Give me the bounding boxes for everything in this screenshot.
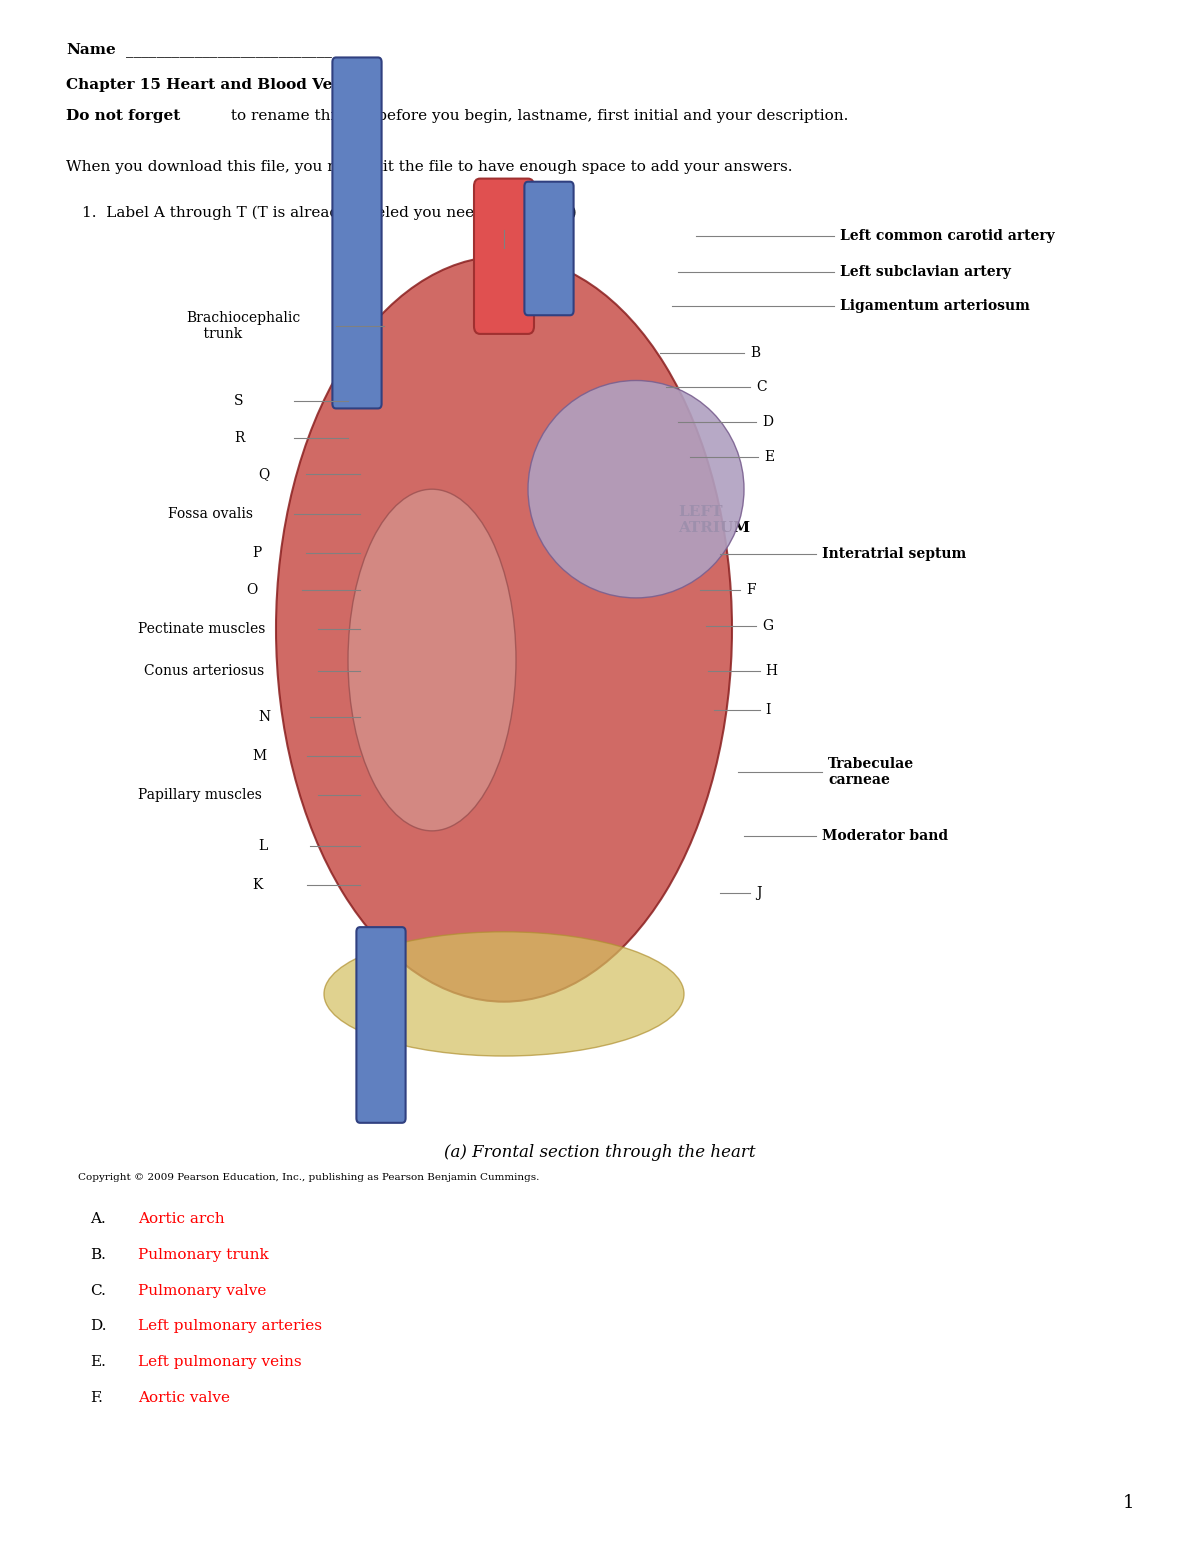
Text: When you download this file, you may edit the file to have enough space to add y: When you download this file, you may edi…: [66, 160, 792, 174]
Text: Papillary muscles: Papillary muscles: [138, 787, 262, 803]
Text: (a) Frontal section through the heart: (a) Frontal section through the heart: [444, 1145, 756, 1160]
Text: R: R: [234, 430, 245, 446]
Text: J: J: [756, 885, 762, 901]
Text: M: M: [252, 749, 266, 764]
Text: Moderator band: Moderator band: [822, 828, 948, 843]
Text: Aortic arch: Aortic arch: [138, 1211, 224, 1227]
Text: D.: D.: [90, 1318, 107, 1334]
Text: E: E: [764, 449, 774, 464]
Text: P: P: [252, 545, 262, 561]
Text: K: K: [252, 877, 263, 893]
Ellipse shape: [276, 256, 732, 1002]
Text: Left pulmonary veins: Left pulmonary veins: [138, 1354, 301, 1370]
Text: Conus arteriosus: Conus arteriosus: [144, 663, 264, 679]
Ellipse shape: [324, 932, 684, 1056]
Ellipse shape: [348, 489, 516, 831]
Text: Interatrial septum: Interatrial septum: [822, 547, 966, 562]
Text: Pulmonary trunk: Pulmonary trunk: [138, 1247, 269, 1263]
Text: Aortic valve: Aortic valve: [138, 1390, 230, 1405]
Text: D: D: [762, 415, 773, 430]
Text: Fossa ovalis: Fossa ovalis: [168, 506, 253, 522]
Text: ___________________________: ___________________________: [126, 43, 332, 57]
FancyBboxPatch shape: [474, 179, 534, 334]
Text: Chapter 15 Heart and Blood Vessels: Chapter 15 Heart and Blood Vessels: [66, 78, 373, 92]
Text: C.: C.: [90, 1283, 106, 1298]
Text: Q: Q: [258, 466, 269, 481]
Text: A.: A.: [90, 1211, 106, 1227]
FancyBboxPatch shape: [356, 927, 406, 1123]
Text: Brachiocephalic
    trunk: Brachiocephalic trunk: [186, 311, 300, 342]
Text: S: S: [234, 393, 244, 408]
Text: Left subclavian artery: Left subclavian artery: [840, 264, 1010, 280]
Text: B.: B.: [90, 1247, 106, 1263]
Text: B: B: [750, 345, 760, 360]
Text: 1: 1: [1122, 1494, 1134, 1513]
Text: H: H: [766, 663, 778, 679]
Text: Trabeculae
carneae: Trabeculae carneae: [828, 756, 914, 787]
Text: A: A: [490, 222, 499, 238]
Text: C: C: [756, 379, 767, 394]
Text: Pectinate muscles: Pectinate muscles: [138, 621, 265, 637]
Ellipse shape: [528, 380, 744, 598]
Text: Left common carotid artery: Left common carotid artery: [840, 228, 1055, 244]
Text: Left pulmonary arteries: Left pulmonary arteries: [138, 1318, 322, 1334]
Text: O: O: [246, 582, 257, 598]
Text: F.: F.: [90, 1390, 103, 1405]
Text: F: F: [746, 582, 756, 598]
Text: Do not forget: Do not forget: [66, 109, 180, 123]
Text: LEFT
ATRIUM: LEFT ATRIUM: [678, 505, 750, 536]
FancyBboxPatch shape: [524, 182, 574, 315]
Text: Name: Name: [66, 43, 115, 57]
Text: G: G: [762, 618, 773, 634]
Text: Pulmonary valve: Pulmonary valve: [138, 1283, 266, 1298]
Text: Ligamentum arteriosum: Ligamentum arteriosum: [840, 298, 1030, 314]
Text: L: L: [258, 839, 268, 854]
FancyBboxPatch shape: [96, 295, 1116, 1180]
Text: E.: E.: [90, 1354, 106, 1370]
Text: Copyright © 2009 Pearson Education, Inc., publishing as Pearson Benjamin Cumming: Copyright © 2009 Pearson Education, Inc.…: [78, 1173, 539, 1182]
Text: 1.  Label A through T (T is already labeled you need to know it.): 1. Label A through T (T is already label…: [82, 207, 576, 221]
FancyBboxPatch shape: [332, 57, 382, 408]
Text: to rename this file before you begin, lastname, first initial and your descripti: to rename this file before you begin, la…: [226, 109, 848, 123]
Text: I: I: [766, 702, 770, 717]
Text: N: N: [258, 710, 270, 725]
